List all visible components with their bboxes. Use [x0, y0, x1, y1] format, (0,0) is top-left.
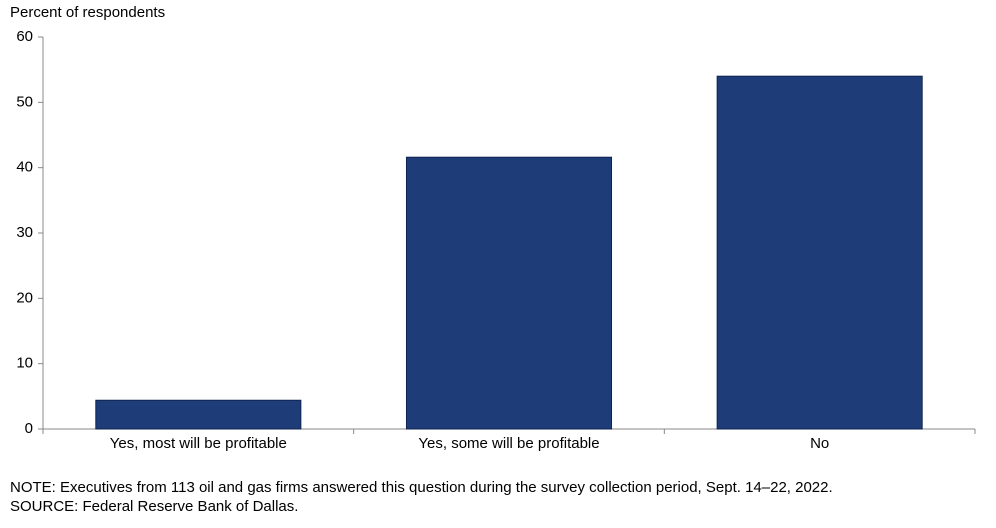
y-tick-label: 50 — [16, 93, 33, 110]
y-tick-label: 10 — [16, 355, 33, 372]
bar — [95, 399, 302, 430]
bar — [716, 75, 923, 430]
y-tick-label: 30 — [16, 224, 33, 241]
y-tick-label: 0 — [25, 420, 33, 437]
y-tick-label: 40 — [16, 159, 33, 176]
bar — [405, 156, 613, 430]
y-axis-label: Percent of respondents — [10, 4, 165, 21]
note: NOTE: Executives from 113 oil and gas fi… — [10, 479, 833, 496]
x-tick-label: Yes, some will be profitable — [418, 435, 599, 452]
y-tick-label: 60 — [16, 28, 33, 45]
x-tick-label: Yes, most will be profitable — [110, 435, 287, 452]
source: SOURCE: Federal Reserve Bank of Dallas. — [10, 498, 298, 515]
y-tick-label: 20 — [16, 289, 33, 306]
x-tick-label: No — [810, 435, 829, 452]
